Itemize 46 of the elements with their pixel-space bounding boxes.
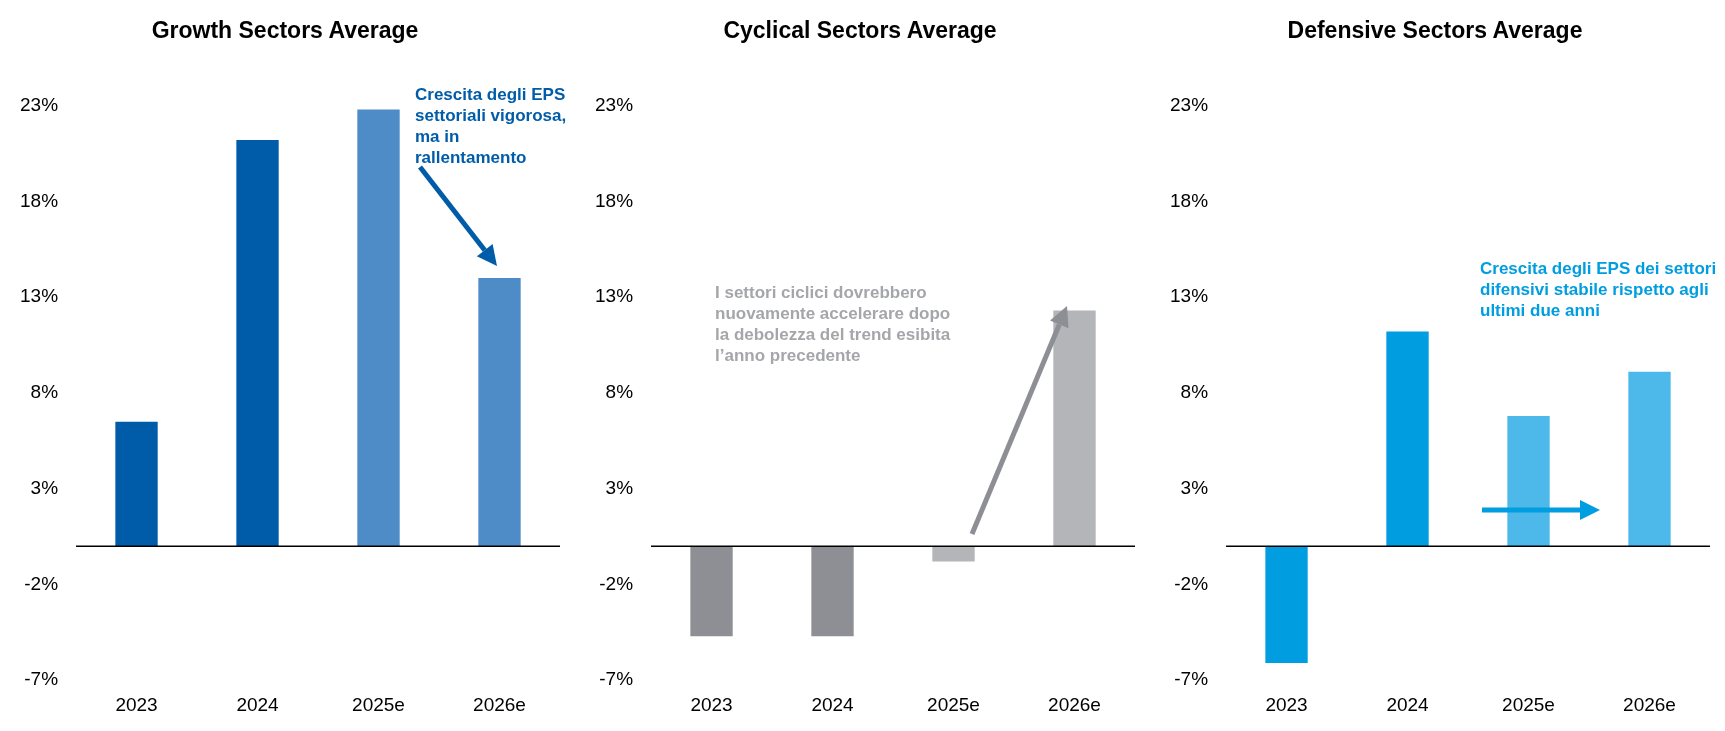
bar — [236, 140, 279, 547]
y-tick-label: -2% — [24, 572, 59, 594]
annotation: Crescita degli EPS dei settori difensivi stabile rispetto agli ultimi due anni — [1480, 258, 1718, 321]
y-tick-label: 8% — [1180, 381, 1209, 403]
x-tick-label: 2026e — [1623, 693, 1676, 715]
y-tick-label: 13% — [595, 285, 634, 307]
bar — [357, 109, 400, 547]
chart-title: Cyclical Sectors Average — [723, 17, 997, 44]
y-tick-label: 23% — [1170, 93, 1209, 115]
y-tick-label: 3% — [30, 476, 59, 498]
y-tick-label: 18% — [20, 189, 59, 211]
y-tick-label: 3% — [1180, 476, 1209, 498]
x-tick-label: 2025e — [927, 693, 980, 715]
y-tick-label: -2% — [1174, 572, 1209, 594]
x-tick-label: 2024 — [236, 693, 280, 715]
y-tick-label: 23% — [595, 93, 634, 115]
annotation: Crescita degli EPS settoriali vigorosa, ma in rallentamento — [415, 84, 568, 168]
x-tick-label: 2025e — [352, 693, 405, 715]
x-tick-label: 2023 — [115, 693, 158, 715]
x-tick-label: 2023 — [690, 693, 733, 715]
x-tick-label: 2024 — [811, 693, 855, 715]
chart-title: Defensive Sectors Average — [1287, 17, 1583, 44]
y-tick-label: 8% — [30, 381, 59, 403]
bar — [1386, 331, 1429, 547]
chart-title: Growth Sectors Average — [151, 17, 419, 44]
y-tick-label: 18% — [595, 189, 634, 211]
bar — [115, 421, 158, 547]
y-tick-label: 23% — [20, 93, 59, 115]
y-tick-label: 3% — [605, 476, 634, 498]
x-tick-label: 2024 — [1386, 693, 1430, 715]
bar — [478, 277, 521, 547]
x-tick-label: 2025e — [1502, 693, 1555, 715]
y-tick-label: 8% — [605, 381, 634, 403]
y-tick-label: -2% — [599, 572, 634, 594]
annotation: I settori ciclici dovrebbero nuovamente accelerare dopo la debolezza del trend esibita l’anno precedente — [715, 282, 952, 366]
y-tick-label: 18% — [1170, 189, 1209, 211]
y-tick-label: -7% — [24, 668, 59, 690]
bar — [1265, 546, 1308, 663]
bar — [1628, 371, 1671, 547]
x-tick-label: 2026e — [473, 693, 526, 715]
y-tick-label: 13% — [20, 285, 59, 307]
x-tick-label: 2026e — [1048, 693, 1101, 715]
y-tick-label: -7% — [1174, 668, 1209, 690]
y-tick-label: -7% — [599, 668, 634, 690]
x-tick-label: 2023 — [1265, 693, 1308, 715]
y-tick-label: 13% — [1170, 285, 1209, 307]
